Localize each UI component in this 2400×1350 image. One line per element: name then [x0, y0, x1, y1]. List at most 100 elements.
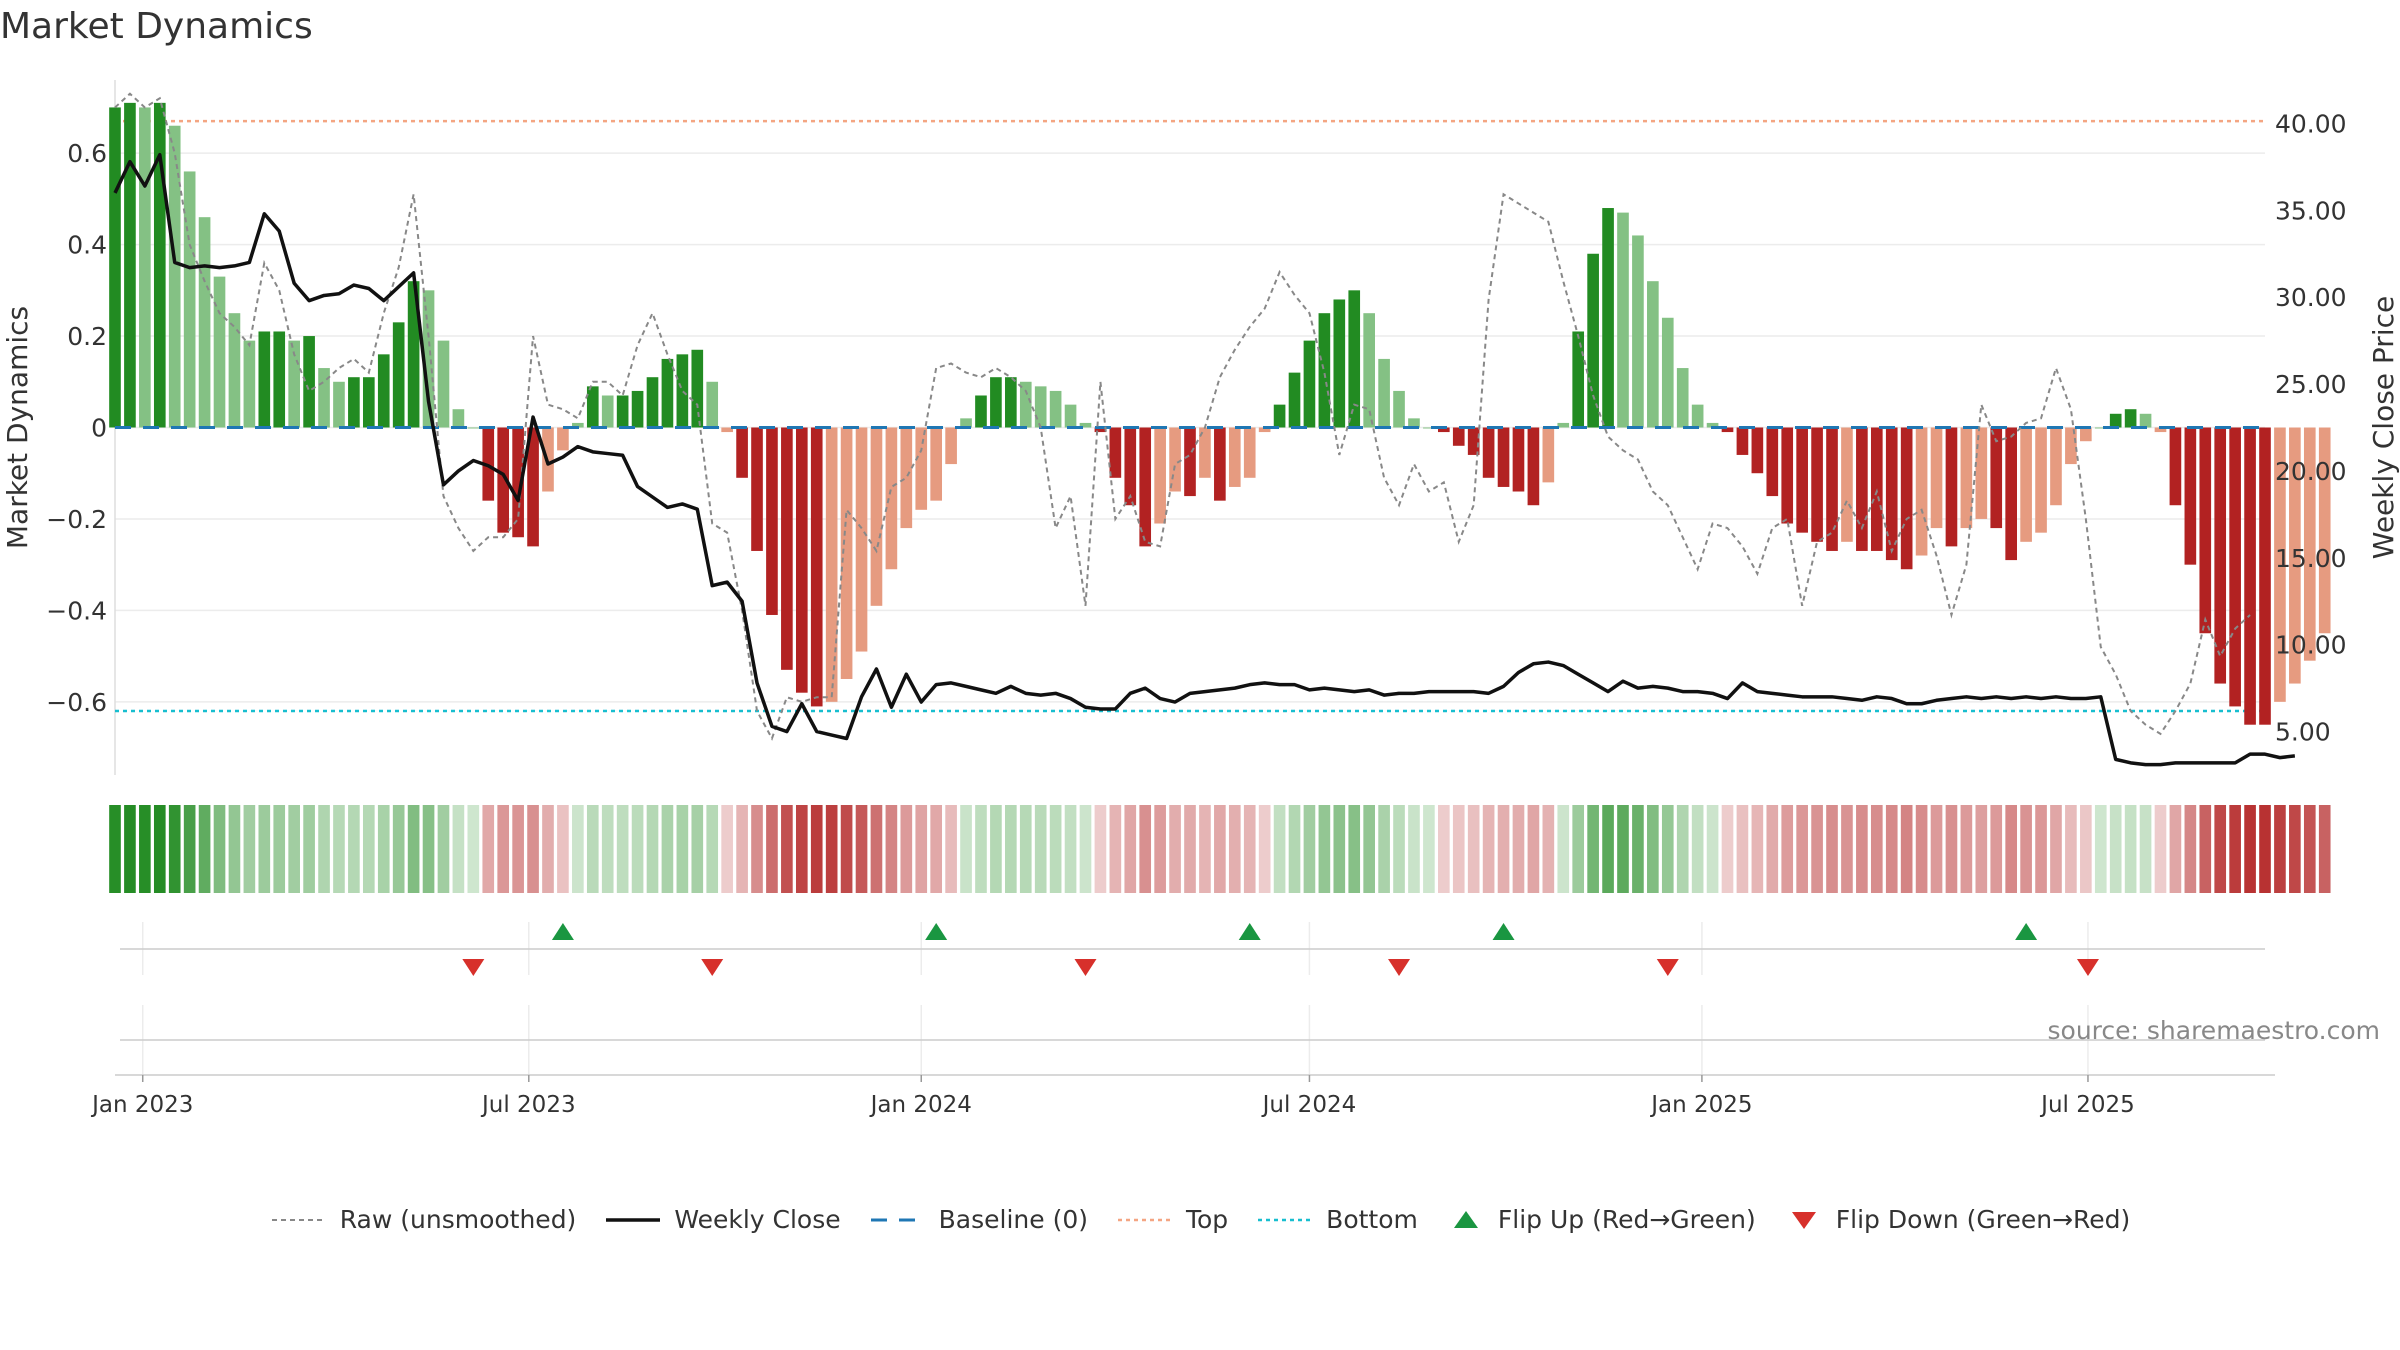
regime-strip-cell [318, 805, 330, 893]
weekly-close-line [113, 152, 2296, 767]
regime-strip-cell [915, 805, 928, 893]
dynamics-bar [348, 377, 360, 428]
regime-strip-cell [139, 805, 151, 893]
dynamics-bar [631, 390, 644, 428]
regime-strip-cell [1318, 805, 1331, 893]
y2-tick-label: 40.00 [2275, 109, 2347, 138]
regime-strip-cell [1751, 805, 1764, 893]
legend-item-bottom: Bottom [1256, 1205, 1418, 1234]
dynamics-bar [1333, 299, 1346, 428]
dynamics-bar [706, 381, 719, 428]
dynamics-bar [303, 336, 315, 428]
regime-strip-cell [1930, 805, 1943, 893]
dynamics-bar [198, 217, 211, 428]
dynamics-bar [422, 290, 435, 428]
y-tick-label: 0.4 [67, 231, 107, 260]
regime-strip-cell [2303, 805, 2316, 893]
regime-strip-cell [1766, 805, 1779, 893]
regime-strip-cell [542, 805, 554, 893]
regime-strip-cell [676, 805, 689, 893]
regime-strip-cell [2199, 805, 2212, 893]
regime-strip-cell [810, 805, 823, 893]
dynamics-bar [945, 427, 957, 465]
dynamics-bar [2184, 427, 2197, 565]
dynamics-bar [1497, 427, 1510, 487]
dynamics-bar [1691, 404, 1704, 428]
regime-strip-cell [1378, 805, 1390, 893]
regime-strip-cell [1393, 805, 1405, 893]
dynamics-bar [870, 427, 883, 606]
dynamics-bar [273, 331, 286, 428]
regime-strip-cell [855, 805, 868, 893]
regime-strip-cell [512, 805, 524, 893]
regime-strip-cell [2318, 805, 2331, 893]
regime-strip-cell [990, 805, 1002, 893]
legend-item-top: Top [1116, 1205, 1228, 1234]
dynamics-bar [1094, 427, 1107, 433]
flip-down-marker [2076, 959, 2099, 976]
regime-strip-cell [288, 805, 300, 893]
y2-tick-label: 5.00 [2275, 718, 2331, 747]
regime-strip-cell [691, 805, 704, 893]
regime-strip-cell [1676, 805, 1689, 893]
regime-strip-cell [1856, 805, 1868, 893]
y-tick-label: 0.2 [67, 322, 107, 351]
dynamics-bar [1647, 281, 1659, 428]
regime-strip-cell [2184, 805, 2197, 893]
regime-strip-cell [557, 805, 569, 893]
regime-strip-cell [1348, 805, 1361, 893]
regime-strip-cell [631, 805, 644, 893]
regime-strip-cell [2124, 805, 2137, 893]
dynamics-bar [1975, 427, 1988, 519]
dynamics-bar [1960, 427, 1973, 529]
dynamics-bar [183, 171, 196, 428]
legend-item-raw: Raw (unsmoothed) [270, 1205, 576, 1234]
regime-strip-cell [183, 805, 196, 893]
y2-tick-label: 25.00 [2275, 370, 2347, 399]
legend-baseline-swatch [870, 1218, 925, 1221]
dynamics-bar [766, 427, 778, 615]
regime-strip-cell [661, 805, 674, 893]
dynamics-bar [2289, 427, 2301, 684]
dynamics-bar [288, 340, 300, 428]
dynamics-bar [318, 368, 330, 428]
dynamics-bar [2214, 427, 2227, 684]
dynamics-bar [1796, 427, 1808, 533]
regime-strip-cell [1273, 805, 1286, 893]
regime-strip-cell [258, 805, 271, 893]
dynamics-bar [1751, 427, 1764, 474]
regime-strip-cell [736, 805, 748, 893]
regime-strip-cell [1184, 805, 1196, 893]
regime-strip-cell [1333, 805, 1346, 893]
flip-down-marker [1388, 959, 1411, 976]
dynamics-bar [1393, 390, 1405, 428]
regime-strip-cell [1706, 805, 1719, 893]
dynamics-bar [2005, 427, 2018, 561]
regime-strip-cell [1841, 805, 1853, 893]
dynamics-bar [1557, 422, 1570, 428]
regime-strip-cell [1960, 805, 1973, 893]
dynamics-bar [2035, 427, 2047, 533]
regime-strip-cell [2094, 805, 2107, 893]
regime-strip-cell [1990, 805, 2003, 893]
regime-strip-cell [1781, 805, 1794, 893]
dynamics-bar [691, 349, 704, 428]
regime-strip-cell [467, 805, 480, 893]
regime-strip-cell [1199, 805, 1211, 893]
legend-item-flip-up: Flip Up (Red→Green) [1446, 1205, 1756, 1234]
regime-strip-cell [124, 805, 136, 893]
legend-close-swatch [606, 1217, 661, 1222]
dynamics-bar [586, 386, 599, 428]
regime-strip-cell [572, 805, 584, 893]
dynamics-bar [1930, 427, 1943, 529]
x-tick-label: Jan 2025 [1649, 1092, 1752, 1118]
x-tick-label: Jan 2023 [90, 1092, 193, 1118]
regime-strip-cell [781, 805, 793, 893]
dynamics-bar [228, 313, 241, 428]
dynamics-bar [1856, 427, 1868, 551]
regime-strip-cell [885, 805, 898, 893]
dynamics-bar [258, 331, 271, 428]
regime-strip-cell [1139, 805, 1152, 893]
regime-strip-cell [2289, 805, 2301, 893]
regime-strip-cell [1915, 805, 1928, 893]
